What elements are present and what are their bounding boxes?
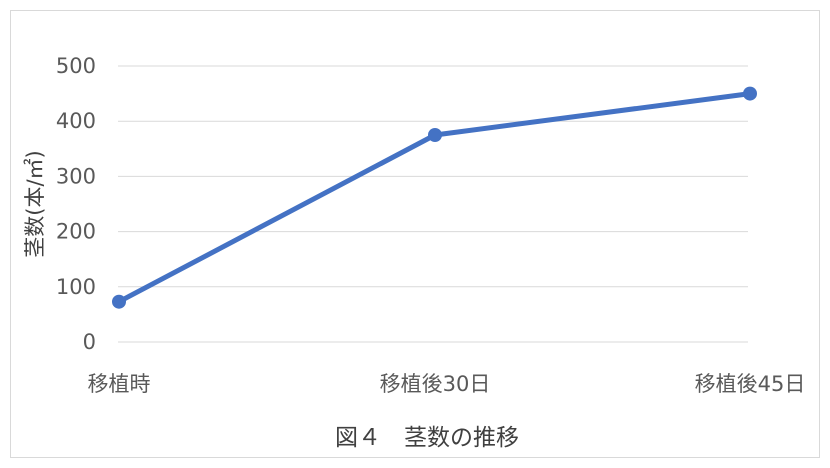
y-tick-label: 0	[83, 330, 96, 354]
chart-frame	[10, 10, 820, 458]
y-axis-title: 茎数(本/㎡)	[23, 150, 47, 257]
data-point	[428, 128, 442, 142]
gridlines	[118, 65, 748, 343]
y-tick-label: 400	[56, 109, 96, 133]
x-tick-labels: 移植時 移植後30日 移植後45日	[88, 372, 806, 396]
x-tick-label: 移植後45日	[695, 372, 806, 396]
x-tick-label: 移植後30日	[380, 372, 491, 396]
series-group	[112, 86, 757, 309]
y-tick-label: 200	[56, 220, 96, 244]
x-tick-label: 移植時	[88, 372, 151, 396]
data-point	[112, 294, 126, 309]
chart-caption: 図４ 茎数の推移	[335, 425, 519, 451]
y-tick-labels: 0 100 200 300 400 500	[56, 54, 96, 354]
y-tick-label: 500	[56, 54, 96, 78]
y-tick-label: 300	[56, 164, 96, 188]
series-line	[116, 91, 753, 305]
data-point	[743, 86, 757, 101]
y-tick-label: 100	[56, 275, 96, 299]
